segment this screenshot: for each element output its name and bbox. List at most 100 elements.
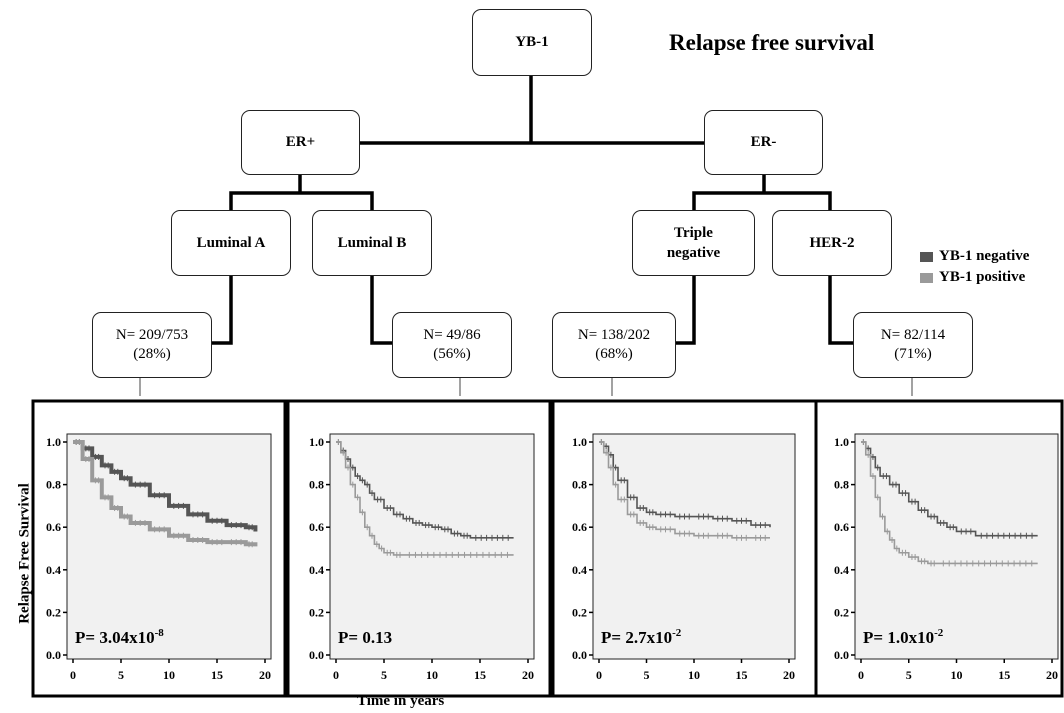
count-box-triple-negative: N= 138/202 (68%)	[552, 312, 676, 378]
km-panel-1: 0.0 0.2 0.4 0.6 0.8 1.0 0 5 10 15 20 P= 3.04x10-8	[31, 399, 287, 698]
node-er-positive: ER+	[241, 110, 360, 175]
node-yb1: YB-1	[472, 9, 592, 76]
x-tick-label: 10	[951, 668, 963, 682]
y-tick-label: 1.0	[572, 435, 587, 449]
node-her2-label: HER-2	[809, 234, 855, 251]
count-n: N= 138/202	[577, 326, 651, 343]
legend-label-positive: YB-1 positive	[939, 269, 1026, 285]
panel-frame	[286, 399, 552, 698]
node-er-positive-label: ER+	[285, 134, 316, 151]
count-n: N= 209/753	[115, 326, 189, 343]
y-tick-label: 0.0	[309, 648, 324, 662]
km-curve-positive	[336, 441, 514, 556]
km-panel-2: 0.0 0.2 0.4 0.6 0.8 1.0 0 5 10 15 20 P= 0.13	[286, 399, 552, 698]
y-tick-label: 1.0	[309, 435, 324, 449]
count-pct: (71%)	[894, 346, 932, 362]
legend-swatch-positive	[920, 272, 933, 283]
x-tick-label: 5	[906, 668, 912, 682]
panel-frame	[31, 399, 287, 698]
node-luminal-b: Luminal B	[312, 210, 432, 276]
x-tick-label: 15	[474, 668, 486, 682]
count-pct: (56%)	[433, 346, 471, 362]
y-tick-label: 0.4	[309, 563, 324, 577]
y-tick-label: 0.8	[46, 478, 61, 492]
x-tick-label: 0	[333, 668, 339, 682]
x-tick-label: 20	[1046, 668, 1058, 682]
count-box-luminal-b: N= 49/86 (56%)	[392, 312, 512, 378]
count-box-her2: N= 82/114 (71%)	[853, 312, 973, 378]
y-tick-label: 0.6	[309, 520, 324, 534]
p-value: P= 0.13	[338, 628, 392, 647]
node-er-negative: ER-	[704, 110, 823, 175]
y-tick-label: 0.2	[46, 605, 61, 619]
y-tick-label: 1.0	[46, 435, 61, 449]
legend-swatch-negative	[920, 251, 933, 262]
x-tick-label: 5	[381, 668, 387, 682]
x-tick-label: 10	[426, 668, 438, 682]
legend: YB-1 negative YB-1 positive	[920, 246, 1029, 288]
y-tick-label: 0.2	[834, 605, 849, 619]
x-tick-label: 20	[783, 668, 795, 682]
node-triple-label-1: Triple	[674, 224, 713, 241]
y-tick-label: 0.4	[46, 563, 61, 577]
y-tick-label: 0.0	[572, 648, 587, 662]
y-tick-label: 1.0	[834, 435, 849, 449]
y-tick-label: 0.4	[834, 563, 849, 577]
plot-area	[592, 433, 796, 660]
x-tick-label: 0	[70, 668, 76, 682]
node-luminal-b-label: Luminal B	[337, 234, 407, 251]
y-tick-label: 0.8	[309, 478, 324, 492]
count-pct: (68%)	[595, 346, 633, 362]
p-value: P= 1.0x10-2	[863, 627, 944, 647]
km-curve-positive	[599, 441, 770, 539]
p-value: P= 2.7x10-2	[601, 627, 682, 647]
legend-item-positive: YB-1 positive	[920, 267, 1029, 288]
plot-area	[66, 433, 272, 660]
y-tick-label: 0.8	[572, 478, 587, 492]
count-box-luminal-a: N= 209/753 (28%)	[92, 312, 212, 378]
node-triple-label-2: negative	[666, 245, 721, 261]
node-er-negative-label: ER-	[750, 134, 777, 151]
km-panel-4: 0.0 0.2 0.4 0.6 0.8 1.0 0 5 10 15 20 P= 1.0x10-2	[814, 399, 1064, 698]
x-tick-label: 5	[644, 668, 650, 682]
legend-item-negative: YB-1 negative	[920, 246, 1029, 267]
page-title: Relapse free survival	[669, 30, 875, 55]
plot-area	[854, 433, 1059, 660]
y-tick-label: 0.4	[572, 563, 587, 577]
node-yb1-label: YB-1	[515, 34, 549, 51]
y-tick-label: 0.8	[834, 478, 849, 492]
panel-frame	[814, 399, 1064, 698]
plot-area	[329, 433, 535, 660]
x-tick-label: 10	[163, 668, 175, 682]
p-value: P= 3.04x10-8	[75, 627, 164, 647]
km-panel-3: 0.0 0.2 0.4 0.6 0.8 1.0 0 5 10 15 20 P= 2.7x10-2	[551, 399, 818, 698]
x-tick-label: 10	[688, 668, 700, 682]
y-tick-label: 0.6	[46, 520, 61, 534]
node-luminal-a-label: Luminal A	[196, 234, 266, 251]
x-tick-label: 0	[858, 668, 864, 682]
x-tick-label: 0	[596, 668, 602, 682]
y-tick-label: 0.6	[834, 520, 849, 534]
y-tick-label: 0.2	[309, 605, 324, 619]
count-n: N= 82/114	[880, 326, 946, 343]
x-tick-label: 15	[998, 668, 1010, 682]
x-tick-label: 20	[259, 668, 271, 682]
y-tick-label: 0.0	[834, 648, 849, 662]
legend-label-negative: YB-1 negative	[939, 248, 1030, 264]
km-curve-negative	[336, 441, 514, 539]
km-curve-positive	[861, 441, 1038, 565]
y-tick-label: 0.2	[572, 605, 587, 619]
x-tick-label: 20	[522, 668, 534, 682]
count-pct: (28%)	[133, 346, 171, 362]
y-tick-label: 0.6	[572, 520, 587, 534]
y-axis-label: Relapse Free Survival	[16, 483, 33, 624]
node-luminal-a: Luminal A	[171, 210, 291, 276]
count-n: N= 49/86	[423, 326, 481, 343]
x-axis-label: Time in years	[357, 693, 445, 709]
x-tick-label: 5	[118, 668, 124, 682]
node-triple-negative: Triple negative	[632, 210, 755, 276]
node-her2: HER-2	[772, 210, 892, 276]
x-tick-label: 15	[211, 668, 223, 682]
